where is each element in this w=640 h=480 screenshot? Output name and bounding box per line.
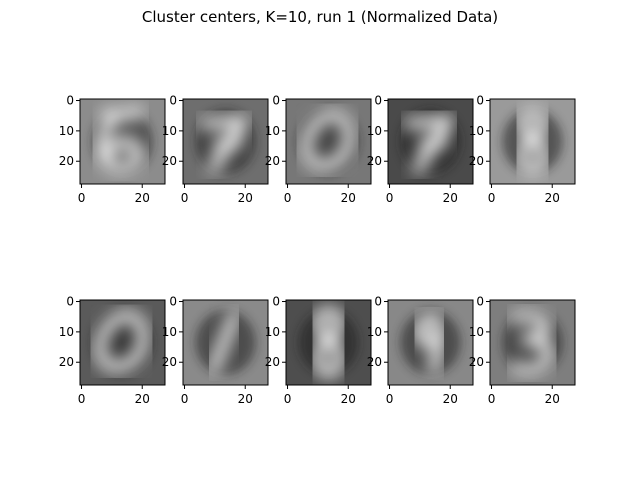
x-tick-label: 0	[78, 191, 86, 205]
panel-grid: 0 20 0 10 20 0 20 0 10 20 0 20 0 10 20 0 20 0 10 20 0 20 0 10 20…	[59, 94, 576, 406]
panel-frame	[387, 98, 474, 185]
y-tick-label: 20	[469, 154, 484, 168]
y-tick-label: 20	[59, 154, 74, 168]
cluster-center-image	[388, 99, 473, 184]
y-tick-label: 10	[265, 124, 280, 138]
y-tick-label: 0	[476, 295, 484, 309]
panel-frame	[79, 98, 166, 185]
y-tick-label: 0	[374, 295, 382, 309]
x-tick-label: 20	[135, 392, 150, 406]
y-tick-label: 20	[265, 355, 280, 369]
cluster-center-image	[80, 300, 165, 385]
cluster-center-panel: 0 20 0 10 20	[367, 94, 474, 205]
y-tick-label: 20	[162, 355, 177, 369]
cluster-center-panel: 0 20 0 10 20	[162, 295, 269, 406]
panel-frame	[182, 299, 269, 386]
y-tick-label: 20	[367, 154, 382, 168]
cluster-center-panel: 0 20 0 10 20	[265, 295, 372, 406]
x-tick-label: 0	[181, 191, 189, 205]
panel-frame	[79, 299, 166, 386]
cluster-center-image	[183, 300, 268, 385]
x-tick-label: 20	[341, 392, 356, 406]
panel-frame	[489, 98, 576, 185]
y-tick-label: 10	[469, 124, 484, 138]
cluster-center-panel: 0 20 0 10 20	[367, 295, 474, 406]
y-tick-label: 10	[469, 325, 484, 339]
y-tick-label: 20	[367, 355, 382, 369]
cluster-center-panel: 0 20 0 10 20	[265, 94, 372, 205]
y-tick-label: 0	[169, 295, 177, 309]
panel-frame	[387, 299, 474, 386]
cluster-center-image	[286, 99, 371, 184]
x-tick-label: 20	[545, 392, 560, 406]
y-tick-label: 10	[265, 325, 280, 339]
y-tick-label: 10	[367, 124, 382, 138]
x-tick-label: 0	[386, 392, 394, 406]
x-tick-label: 0	[181, 392, 189, 406]
x-tick-label: 20	[443, 392, 458, 406]
cluster-center-panel: 0 20 0 10 20	[59, 295, 166, 406]
x-tick-label: 0	[284, 392, 292, 406]
x-tick-label: 20	[443, 191, 458, 205]
y-tick-label: 0	[169, 94, 177, 108]
chart-title: Cluster centers, K=10, run 1 (Normalized…	[142, 8, 498, 26]
x-tick-label: 20	[238, 392, 253, 406]
cluster-center-panel: 0 20 0 10 20	[469, 295, 576, 406]
x-tick-label: 20	[238, 191, 253, 205]
x-tick-label: 20	[341, 191, 356, 205]
y-tick-label: 0	[66, 94, 74, 108]
cluster-center-image	[490, 300, 575, 385]
y-tick-label: 10	[59, 124, 74, 138]
y-tick-label: 10	[162, 325, 177, 339]
x-tick-label: 0	[488, 191, 496, 205]
y-tick-label: 20	[265, 154, 280, 168]
x-tick-label: 20	[545, 191, 560, 205]
cluster-center-image	[388, 300, 473, 385]
panel-frame	[285, 299, 372, 386]
cluster-center-image	[183, 99, 268, 184]
y-tick-label: 10	[162, 124, 177, 138]
panel-frame	[489, 299, 576, 386]
cluster-center-image	[286, 300, 371, 385]
panel-frame	[285, 98, 372, 185]
y-tick-label: 0	[374, 94, 382, 108]
x-tick-label: 0	[284, 191, 292, 205]
panel-frame	[182, 98, 269, 185]
cluster-center-panel: 0 20 0 10 20	[469, 94, 576, 205]
x-tick-label: 20	[135, 191, 150, 205]
y-tick-label: 10	[367, 325, 382, 339]
y-tick-label: 0	[272, 94, 280, 108]
y-tick-label: 0	[66, 295, 74, 309]
x-tick-label: 0	[78, 392, 86, 406]
y-tick-label: 20	[162, 154, 177, 168]
y-tick-label: 0	[272, 295, 280, 309]
x-tick-label: 0	[386, 191, 394, 205]
y-tick-label: 20	[59, 355, 74, 369]
cluster-center-panel: 0 20 0 10 20	[59, 94, 166, 205]
cluster-center-image	[80, 99, 165, 184]
y-tick-label: 20	[469, 355, 484, 369]
cluster-center-panel: 0 20 0 10 20	[162, 94, 269, 205]
cluster-center-image	[490, 99, 575, 184]
y-tick-label: 0	[476, 94, 484, 108]
x-tick-label: 0	[488, 392, 496, 406]
y-tick-label: 10	[59, 325, 74, 339]
